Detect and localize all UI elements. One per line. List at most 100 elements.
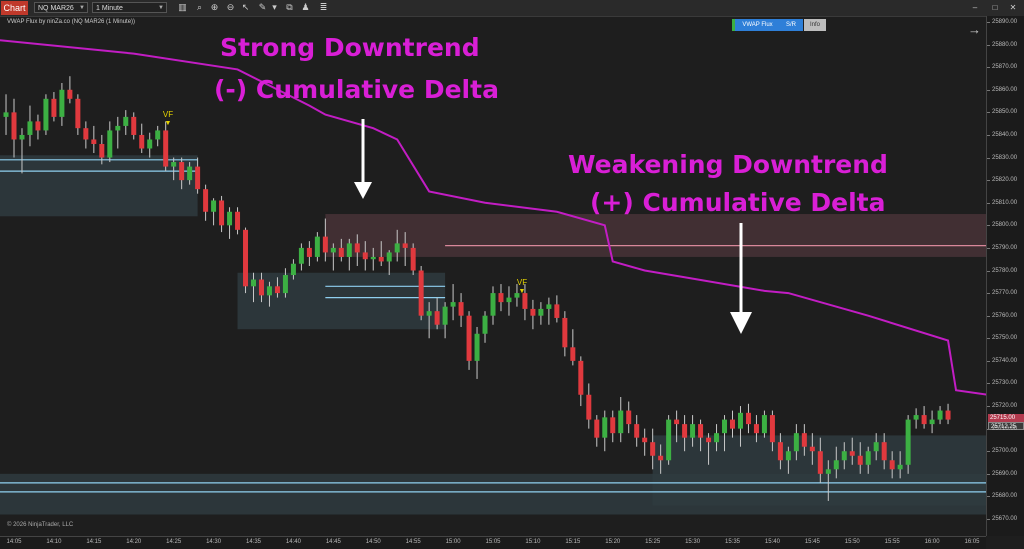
time-tick-label: 14:55 — [405, 539, 421, 545]
draw-menu-icon[interactable]: ▾ — [272, 2, 277, 12]
bull-candle — [905, 419, 911, 465]
price-tick-label: 25820.00 — [992, 177, 1018, 184]
bear-candle — [586, 394, 592, 420]
time-axis[interactable]: 14:05 14:10 14:15 14:20 14:25 14:30 14:35 14:40… — [0, 536, 986, 549]
bull-candle — [546, 304, 552, 309]
price-tick — [987, 473, 990, 475]
bull-candle — [171, 162, 177, 167]
properties-icon[interactable]: ≣ — [319, 2, 328, 12]
annotation-weak-line2: (+) Cumulative Delta — [590, 188, 886, 217]
bull-candle — [714, 433, 720, 443]
chart-toolbar: Chart NQ MAR26 ▼ 1 Minute ▼ ▥ ⌕ ⊕ ⊖ ↖ ✎ ▾ … — [0, 0, 1024, 17]
price-tick-label: 25670.00 — [992, 516, 1018, 522]
search-icon[interactable]: ⌕ — [196, 2, 203, 12]
bars-icon[interactable]: ▥ — [178, 2, 187, 12]
price-tick — [987, 383, 990, 385]
price-tick-label: 25740.00 — [992, 357, 1018, 364]
bear-candle — [410, 247, 416, 271]
bear-candle — [354, 243, 360, 253]
bull-candle — [211, 200, 217, 212]
zoom-out-icon[interactable]: ⊖ — [226, 2, 235, 12]
bull-candle — [426, 311, 432, 316]
price-tick — [987, 247, 990, 249]
bear-candle — [578, 360, 584, 395]
arrow-right-icon[interactable]: → — [968, 22, 981, 37]
time-tick-label: 15:25 — [645, 539, 661, 545]
bear-candle — [306, 247, 312, 257]
bear-candle — [75, 98, 81, 129]
zoom-in-icon[interactable]: ⊕ — [210, 2, 219, 12]
bull-candle — [370, 256, 376, 260]
price-tick — [987, 134, 990, 136]
indicators-icon[interactable]: ⧉ — [286, 2, 293, 12]
vf-signal-label: VF — [516, 278, 528, 287]
bear-candle — [322, 236, 328, 253]
instrument-selector[interactable]: NQ MAR26 ▼ — [34, 2, 88, 13]
bull-candle — [833, 460, 839, 470]
bull-candle — [490, 293, 496, 316]
indicator-label: VWAP Flux by ninZa.co (NQ MAR26 (1 Minut… — [7, 19, 136, 25]
bear-candle — [258, 279, 264, 296]
bear-candle — [378, 256, 384, 262]
bear-candle — [570, 347, 576, 361]
bear-candle — [99, 143, 105, 158]
bull-candle — [123, 116, 129, 126]
bull-candle — [482, 315, 488, 334]
bull-candle — [761, 415, 767, 434]
time-tick-label: 14:15 — [86, 539, 102, 545]
chart-tab[interactable]: Chart — [1, 1, 28, 15]
bull-candle — [450, 302, 456, 307]
pencil-icon[interactable]: ✎ — [258, 2, 267, 12]
bull-candle — [514, 293, 520, 298]
close-icon[interactable]: ✕ — [1009, 3, 1017, 12]
bull-candle — [506, 297, 512, 303]
bull-candle — [314, 236, 320, 257]
bull-candle — [873, 442, 879, 452]
sr-button[interactable]: S/R — [779, 19, 803, 31]
info-button[interactable]: Info — [804, 19, 826, 31]
maximize-icon[interactable]: □ — [992, 3, 998, 12]
time-tick-label: 14:45 — [325, 539, 341, 545]
price-axis[interactable]: 25715.00 25712.25 25670.00 25680.00 25690.… — [986, 16, 1024, 536]
vwap-flux-button[interactable]: VWAP Flux — [732, 19, 780, 31]
price-tick — [987, 315, 990, 317]
chevron-down-icon: ▼ — [79, 5, 85, 11]
bull-candle — [913, 415, 919, 420]
bull-candle — [290, 263, 296, 276]
bull-candle — [251, 279, 256, 287]
price-tick — [987, 293, 990, 295]
minimize-icon[interactable]: – — [972, 3, 978, 12]
interval-selector[interactable]: 1 Minute ▼ — [92, 2, 167, 13]
bear-candle — [530, 308, 536, 316]
bear-candle — [434, 311, 440, 325]
price-tick-label: 25800.00 — [992, 222, 1018, 229]
cursor-icon[interactable]: ↖ — [241, 2, 250, 12]
bear-candle — [139, 134, 145, 149]
price-tick-label: 25870.00 — [992, 64, 1018, 71]
time-tick-label: 15:35 — [724, 539, 741, 545]
price-tick — [987, 202, 990, 204]
bear-candle — [338, 247, 344, 257]
time-tick-label: 15:10 — [525, 539, 541, 545]
support-zone — [0, 473, 986, 515]
price-tick-label: 25720.00 — [992, 403, 1018, 410]
bull-candle — [298, 247, 304, 264]
bull-candle — [442, 306, 448, 325]
price-tick — [987, 519, 990, 520]
bear-candle — [594, 419, 600, 438]
bull-candle — [825, 469, 831, 474]
bear-candle — [402, 243, 408, 248]
annotation-weak-line1: Weakening Downtrend — [568, 150, 888, 179]
price-tick — [987, 451, 990, 453]
bear-candle — [35, 121, 41, 131]
bear-candle — [658, 455, 664, 461]
price-tick-label: 25760.00 — [992, 312, 1018, 319]
bull-candle — [666, 419, 672, 461]
bear-candle — [817, 451, 823, 474]
bear-candle — [921, 415, 927, 425]
strategies-icon[interactable]: ♟ — [301, 2, 310, 12]
price-tick-label: 25680.00 — [992, 493, 1018, 500]
price-chart[interactable] — [0, 16, 986, 536]
time-tick-label: 15:50 — [844, 539, 860, 545]
annotation-arrow-weakening — [730, 223, 752, 334]
